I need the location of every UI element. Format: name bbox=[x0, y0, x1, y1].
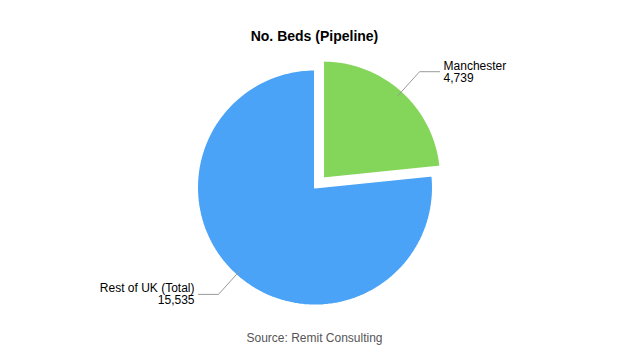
svg-text:Rest of UK (Total)15,535: Rest of UK (Total)15,535 bbox=[100, 281, 195, 307]
svg-text:Manchester4,739: Manchester4,739 bbox=[444, 59, 507, 85]
html-text:No. Beds (Pipeline): No. Beds (Pipeline) bbox=[250, 28, 379, 44]
html-text:Source: Remit Consulting: Source: Remit Consulting bbox=[246, 331, 383, 345]
